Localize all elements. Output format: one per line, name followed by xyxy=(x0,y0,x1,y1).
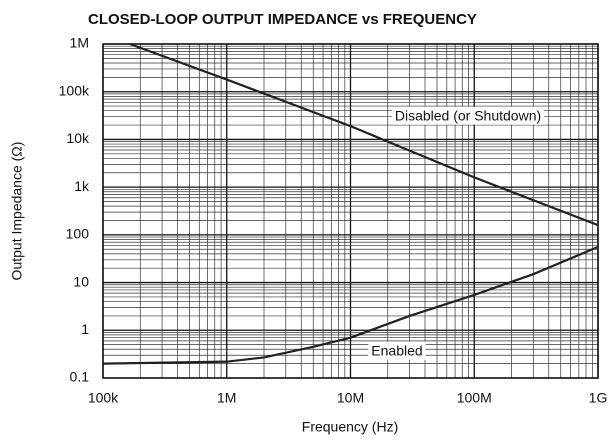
series-label: Enabled xyxy=(371,343,422,359)
y-tick-label: 1M xyxy=(70,35,89,51)
x-tick-label: 1M xyxy=(217,390,236,406)
line xyxy=(102,245,599,365)
y-tick-label: 10 xyxy=(73,273,89,289)
x-axis-label: Frequency (Hz) xyxy=(302,419,398,435)
y-tick-label: 1 xyxy=(81,321,89,337)
y-axis-label: Output Impedance (Ω) xyxy=(9,142,25,281)
x-tick-label: 10M xyxy=(337,390,364,406)
line xyxy=(129,42,599,227)
x-tick-label: 100k xyxy=(88,390,119,406)
label-background xyxy=(391,106,545,125)
y-tick-label: 100k xyxy=(59,82,90,98)
plot-frame xyxy=(102,43,599,379)
x-tick-label: 1G xyxy=(589,390,608,406)
label-background xyxy=(368,341,426,360)
series-label: Disabled (or Shutdown) xyxy=(395,108,541,124)
y-tick-label: 100 xyxy=(66,226,90,242)
y-tick-label: 1k xyxy=(74,178,90,194)
x-tick-label: 100M xyxy=(457,390,492,406)
y-tick-label: 10k xyxy=(66,130,90,146)
chart-title: CLOSED-LOOP OUTPUT IMPEDANCE vs FREQUENC… xyxy=(88,11,477,28)
y-tick-label: 0.1 xyxy=(70,369,90,385)
